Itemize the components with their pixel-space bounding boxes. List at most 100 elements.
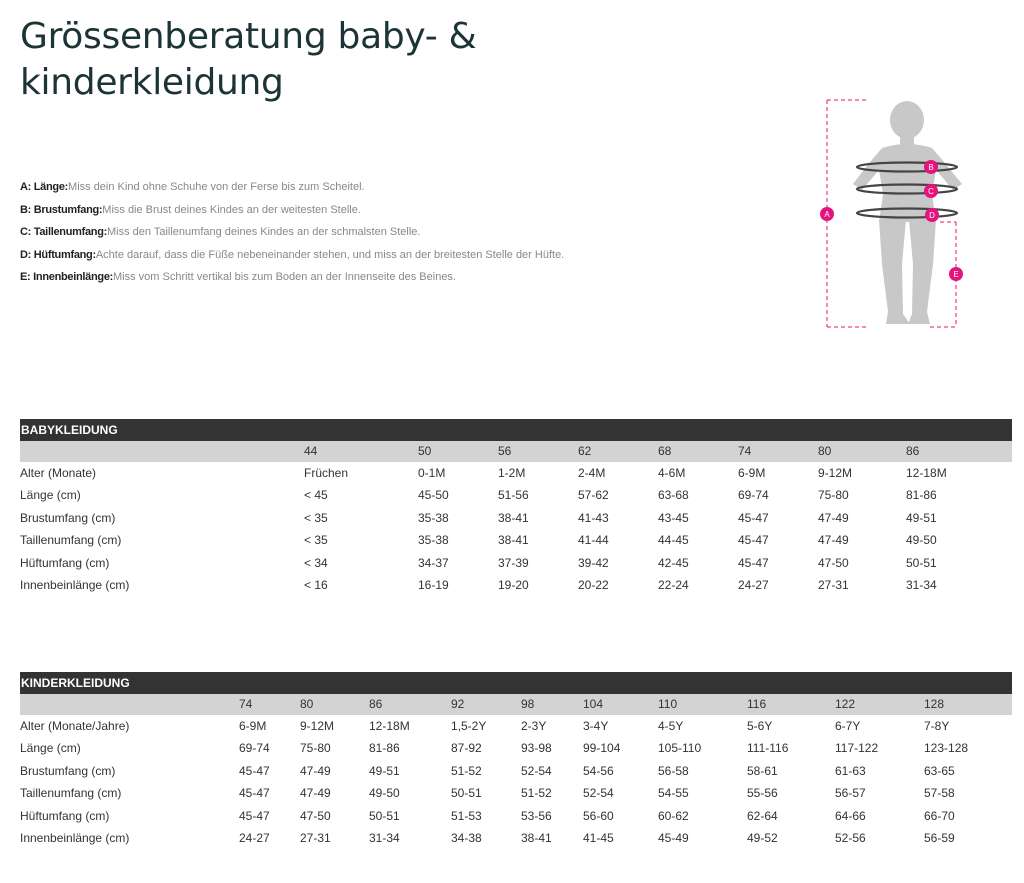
table-cell: 62-64 [747, 808, 778, 823]
table-cell: 41-43 [578, 510, 609, 525]
table-cell: 69-74 [738, 488, 769, 503]
measurement-b: B: Brustumfang:Miss die Brust deines Kin… [20, 199, 780, 222]
table-cell: 56-58 [658, 763, 689, 778]
table-cell: < 34 [304, 555, 328, 570]
table-cell: 75-80 [300, 741, 331, 756]
measuring-tape-lines [855, 161, 959, 219]
row-label: Hüftumfang (cm) [20, 808, 110, 823]
table-cell: 49-50 [906, 533, 937, 548]
table-cell: 58-61 [747, 763, 778, 778]
table-cell: 54-56 [583, 763, 614, 778]
table-cell: 45-49 [658, 830, 689, 845]
row-label: Innenbeinlänge (cm) [20, 830, 130, 845]
size-header: 56 [498, 444, 512, 458]
table-cell: Früchen [304, 466, 349, 480]
size-header: 110 [658, 697, 678, 711]
row-label: Brustumfang (cm) [20, 763, 116, 778]
table-cell: 45-47 [239, 808, 270, 823]
table-cell: 35-38 [418, 533, 449, 548]
table-title: KINDERKLEIDUNG [20, 672, 1012, 694]
table-cell: 42-45 [658, 555, 689, 570]
table-cell: < 45 [304, 488, 328, 503]
table-cell: 57-58 [924, 786, 955, 801]
size-header: 116 [747, 697, 767, 711]
measurement-label: B: Brustumfang: [20, 203, 103, 216]
table-cell: 54-55 [658, 786, 689, 801]
table-cell: 57-62 [578, 488, 609, 503]
body-measurement-illustration: A B C D E [820, 99, 963, 328]
marker-label: B [928, 163, 933, 172]
table-cell: 45-47 [738, 510, 769, 525]
size-header: 74 [239, 697, 253, 711]
table-cell: 38-41 [498, 533, 529, 548]
measurement-text: Miss dein Kind ohne Schuhe von der Ferse… [68, 181, 365, 193]
measurement-text: Miss den Taillenumfang deines Kindes an … [106, 226, 421, 239]
measurement-a: A: Länge:Miss dein Kind ohne Schuhe von … [20, 176, 780, 199]
baby-size-table: BABYKLEIDUNG 44 50 56 62 68 74 80 86 Alt… [20, 419, 1012, 596]
table-cell: 49-51 [906, 510, 937, 525]
table-cell: 63-65 [924, 763, 955, 778]
marker-a: A [820, 207, 834, 221]
row-label: Taillenumfang (cm) [20, 786, 122, 801]
table-cell: 75-80 [818, 488, 849, 503]
table-cell: 81-86 [906, 488, 937, 503]
measurement-label: C: Taillenumfang: [20, 226, 107, 239]
table-cell: 27-31 [818, 577, 849, 592]
table-cell: 3-4Y [583, 719, 609, 733]
table-cell: 38-41 [498, 510, 529, 525]
table-cell: 27-31 [300, 830, 331, 845]
table-cell: 51-52 [451, 763, 482, 778]
measurement-label: E: Innenbeinlänge: [20, 271, 113, 284]
table-cell: 87-92 [451, 741, 482, 756]
table-cell: 47-49 [300, 763, 331, 778]
marker-b: B [924, 160, 938, 174]
row-label: Alter (Monate/Jahre) [20, 719, 130, 733]
measurement-text: Miss vom Schritt vertikal bis zum Boden … [113, 271, 456, 284]
table-cell: 38-41 [521, 830, 552, 845]
row-label: Brustumfang (cm) [20, 510, 116, 525]
row-label: Taillenumfang (cm) [20, 533, 122, 548]
table-cell: 45-47 [239, 763, 270, 778]
table-cell: 56-59 [924, 830, 955, 845]
table-cell: 47-49 [300, 786, 331, 801]
marker-e: E [949, 267, 963, 281]
marker-label: E [953, 270, 958, 279]
size-header-row: 44 50 56 62 68 74 80 86 [20, 441, 1012, 462]
table-cell: 47-50 [818, 555, 849, 570]
marker-label: D [929, 211, 935, 220]
table-cell: < 16 [304, 577, 328, 592]
table-cell: 123-128 [924, 741, 969, 756]
table-cell: 9-12M [818, 466, 853, 480]
kids-size-table: KINDERKLEIDUNG 74 80 86 92 98 104 110 11… [20, 672, 1012, 849]
size-header: 80 [300, 697, 314, 711]
table-cell: 60-62 [658, 808, 689, 823]
table-row: Brustumfang (cm) 45-47 47-49 49-51 51-52… [20, 760, 1012, 782]
table-cell: 47-49 [818, 510, 849, 525]
table-cell: 45-47 [738, 555, 769, 570]
table-cell: 41-45 [583, 830, 614, 845]
size-header: 44 [304, 444, 318, 458]
table-cell: 47-50 [300, 808, 331, 823]
table-cell: 37-39 [498, 555, 529, 570]
table-cell: 56-57 [835, 786, 866, 801]
size-header-row: 74 80 86 92 98 104 110 116 122 128 [20, 694, 1012, 715]
table-row: Innenbeinlänge (cm) 24-27 27-31 31-34 34… [20, 827, 1012, 849]
table-cell: 12-18M [906, 466, 947, 480]
table-cell: 24-27 [239, 830, 270, 845]
table-row: Innenbeinlänge (cm) < 16 16-19 19-20 20-… [20, 574, 1012, 596]
table-cell: 52-54 [521, 763, 552, 778]
table-cell: 7-8Y [924, 719, 950, 733]
table-row: Hüftumfang (cm) 45-47 47-50 50-51 51-53 … [20, 805, 1012, 827]
measurement-text: Achte darauf, dass die Füße nebeneinande… [95, 248, 565, 261]
table-cell: 47-49 [818, 533, 849, 548]
measurement-label: A: Länge: [20, 181, 69, 193]
table-cell: 45-47 [239, 786, 270, 801]
table-cell: 34-38 [451, 830, 482, 845]
table-cell: 43-45 [658, 510, 689, 525]
table-row: Länge (cm) 69-74 75-80 81-86 87-92 93-98… [20, 737, 1012, 759]
table-cell: 35-38 [418, 510, 449, 525]
size-header: 68 [658, 444, 672, 458]
table-cell: 34-37 [418, 555, 449, 570]
measurement-text: Miss die Brust deines Kindes an der weit… [102, 203, 361, 216]
table-cell: 56-60 [583, 808, 614, 823]
